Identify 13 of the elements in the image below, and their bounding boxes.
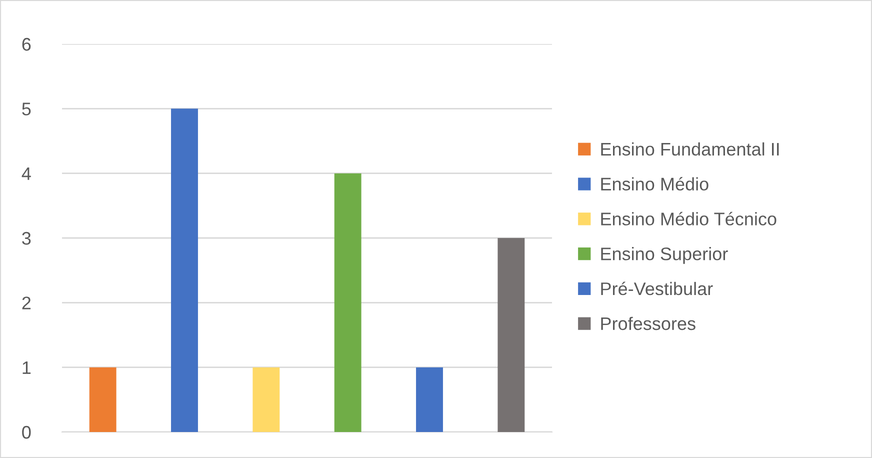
legend-label: Ensino Médio	[601, 177, 708, 191]
y-tick-label: 4	[22, 167, 31, 180]
y-tick-label: 0	[22, 426, 31, 439]
y-tick-label: 6	[22, 38, 31, 51]
legend-label: Ensino Fundamental II	[601, 142, 779, 156]
legend-label: Pré-Vestibular	[601, 282, 713, 296]
y-tick-label: 3	[22, 232, 31, 245]
y-tick-label: 1	[22, 361, 31, 374]
y-tick-label: 2	[22, 296, 31, 310]
legend-label: Ensino Médio Técnico	[601, 212, 776, 226]
y-tick-label: 5	[22, 102, 31, 116]
legend-label: Professores	[601, 316, 696, 330]
legend-label: Ensino Superior	[601, 247, 728, 264]
